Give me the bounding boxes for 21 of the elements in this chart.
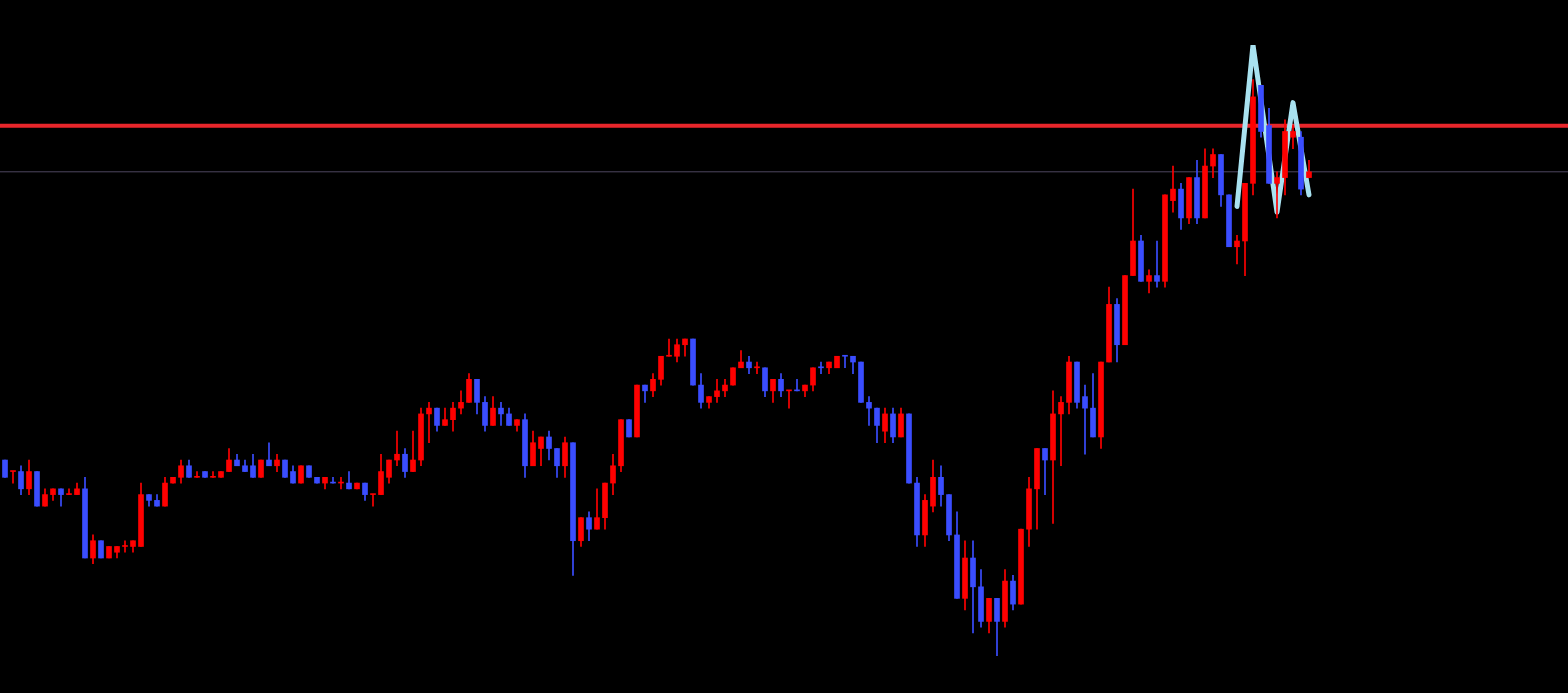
candlestick — [754, 361, 760, 374]
candlestick — [1082, 384, 1088, 455]
candlestick — [266, 442, 272, 467]
candlestick — [122, 540, 128, 553]
candlestick — [714, 378, 720, 403]
candlestick — [1058, 396, 1064, 467]
candlestick — [866, 396, 872, 426]
candlestick — [194, 471, 200, 478]
candlestick — [666, 338, 672, 357]
candlestick — [1274, 171, 1280, 219]
candlestick — [10, 470, 16, 484]
candlestick — [498, 402, 504, 426]
candlestick — [818, 361, 824, 374]
candlestick — [370, 493, 376, 507]
candlestick — [394, 430, 400, 467]
candlestick — [1042, 448, 1048, 495]
candlestick — [1234, 234, 1240, 265]
candlestick — [1154, 240, 1160, 288]
candlestick — [842, 354, 848, 369]
candlestick — [210, 471, 216, 478]
candlestick — [426, 402, 432, 444]
